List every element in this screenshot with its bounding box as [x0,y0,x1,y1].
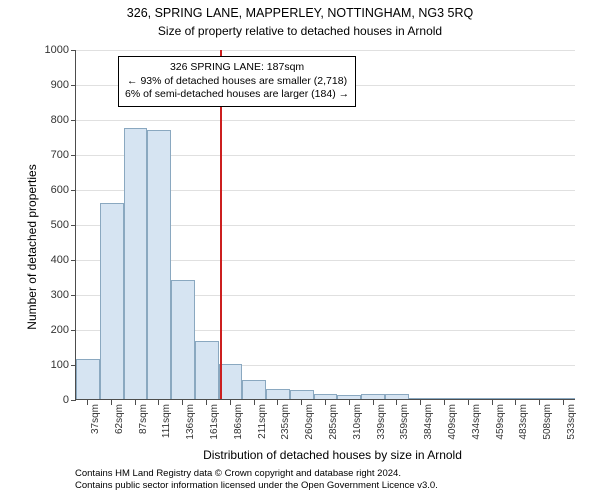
xtick-mark [444,400,445,405]
chart-title-sub: Size of property relative to detached ho… [0,24,600,38]
bar [456,398,480,399]
ytick-label: 0 [29,394,69,406]
plot-area: 326 SPRING LANE: 187sqm ← 93% of detache… [75,50,575,400]
bar [504,398,528,399]
xtick-mark [301,400,302,405]
xtick-label: 161sqm [209,404,220,454]
xtick-mark [420,400,421,405]
bar [100,203,124,399]
bar [528,398,552,399]
ytick-label: 900 [29,79,69,91]
xtick-label: 409sqm [447,404,458,454]
bar [432,398,456,399]
ytick-label: 300 [29,289,69,301]
xtick-label: 310sqm [352,404,363,454]
ytick-mark [71,400,76,401]
y-axis-label: Number of detached properties [25,147,39,347]
bar [480,398,504,399]
xtick-mark [254,400,255,405]
xtick-label: 260sqm [304,404,315,454]
xtick-mark [492,400,493,405]
xtick-mark [539,400,540,405]
bar [195,341,219,399]
xtick-label: 235sqm [280,404,291,454]
xtick-label: 186sqm [233,404,244,454]
annotation-line3: 6% of semi-detached houses are larger (1… [125,88,349,102]
bar [337,395,361,399]
bar [266,389,290,400]
xtick-mark [158,400,159,405]
ytick-label: 100 [29,359,69,371]
xtick-label: 37sqm [90,404,101,454]
xtick-mark [277,400,278,405]
ytick-label: 200 [29,324,69,336]
bar [385,394,409,399]
ytick-label: 600 [29,184,69,196]
ytick-label: 1000 [29,44,69,56]
xtick-mark [325,400,326,405]
xtick-label: 136sqm [185,404,196,454]
xtick-label: 211sqm [257,404,268,454]
xtick-mark [182,400,183,405]
xtick-mark [396,400,397,405]
chart-title-main: 326, SPRING LANE, MAPPERLEY, NOTTINGHAM,… [0,6,600,20]
footer-line2: Contains public sector information licen… [75,480,438,492]
xtick-label: 87sqm [138,404,149,454]
xtick-mark [349,400,350,405]
ytick-label: 400 [29,254,69,266]
xtick-mark [373,400,374,405]
annotation-line1: 326 SPRING LANE: 187sqm [125,61,349,75]
xtick-label: 483sqm [518,404,529,454]
xtick-mark [230,400,231,405]
bar [551,398,575,399]
xtick-label: 508sqm [542,404,553,454]
xtick-mark [563,400,564,405]
xtick-label: 62sqm [114,404,125,454]
xtick-label: 359sqm [399,404,410,454]
xtick-mark [206,400,207,405]
chart-container: 326, SPRING LANE, MAPPERLEY, NOTTINGHAM,… [0,0,600,500]
xtick-mark [111,400,112,405]
xtick-mark [87,400,88,405]
bar [314,394,338,399]
ytick-label: 700 [29,149,69,161]
annotation-line2: ← 93% of detached houses are smaller (2,… [125,75,349,89]
xtick-label: 459sqm [495,404,506,454]
xtick-label: 285sqm [328,404,339,454]
annotation-box: 326 SPRING LANE: 187sqm ← 93% of detache… [118,56,356,107]
xtick-label: 339sqm [376,404,387,454]
bar [409,398,433,399]
ytick-label: 500 [29,219,69,231]
bar [171,280,195,399]
xtick-label: 434sqm [471,404,482,454]
bar [361,394,385,399]
xtick-mark [135,400,136,405]
xtick-label: 111sqm [161,404,172,454]
bar [290,390,314,399]
xtick-mark [468,400,469,405]
bar [147,130,171,400]
bar [76,359,100,399]
bar [219,364,243,399]
bar [124,128,148,399]
footer-line1: Contains HM Land Registry data © Crown c… [75,468,438,480]
footer-text: Contains HM Land Registry data © Crown c… [75,468,438,493]
xtick-label: 533sqm [566,404,577,454]
ytick-label: 800 [29,114,69,126]
bar [242,380,266,399]
xtick-label: 384sqm [423,404,434,454]
xtick-mark [515,400,516,405]
